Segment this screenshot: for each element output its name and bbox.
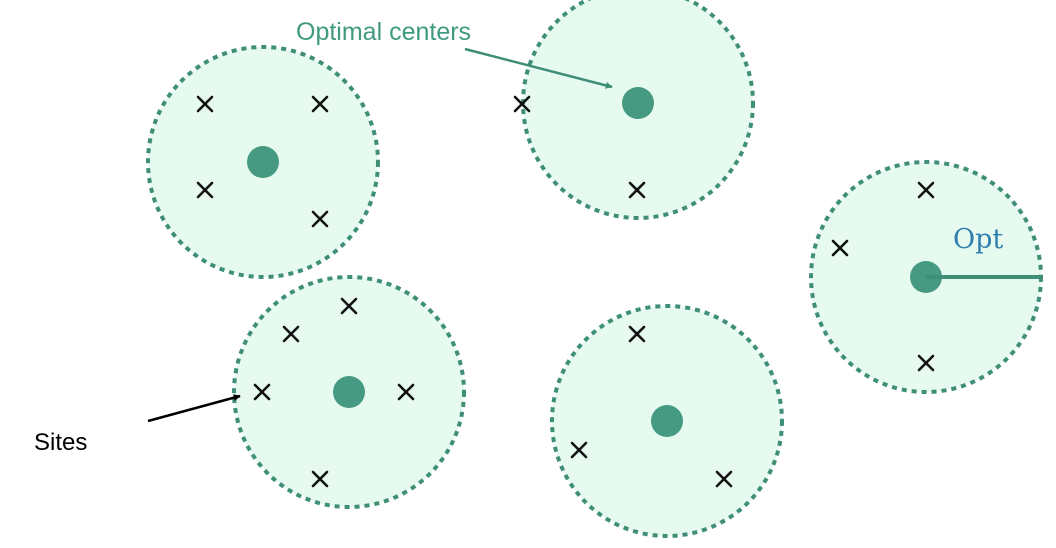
site-x-icon xyxy=(311,210,329,228)
site-x-icon xyxy=(196,95,214,113)
site-x-icon xyxy=(340,297,358,315)
site-x-icon xyxy=(311,470,329,488)
site-x-icon xyxy=(282,325,300,343)
site-x-icon xyxy=(311,95,329,113)
sites-arrow-icon xyxy=(147,394,241,423)
site-x-icon xyxy=(196,181,214,199)
site-x-icon xyxy=(513,95,531,113)
cluster-bottom-middle xyxy=(550,304,784,538)
opt-radius-label: Opt xyxy=(953,224,1003,255)
site-x-icon xyxy=(628,325,646,343)
cluster-bottom-left xyxy=(232,275,466,509)
site-x-icon xyxy=(917,354,935,372)
optimal-center xyxy=(651,405,683,437)
optimal-center xyxy=(333,376,365,408)
cluster-right xyxy=(809,160,1043,394)
cluster-top-middle xyxy=(513,0,755,220)
optimal-center xyxy=(247,146,279,178)
site-x-icon xyxy=(397,383,415,401)
optimal-center xyxy=(622,87,654,119)
site-x-icon xyxy=(570,441,588,459)
site-x-icon xyxy=(628,181,646,199)
sites-label: Sites xyxy=(34,429,87,456)
site-x-icon xyxy=(917,181,935,199)
site-x-icon xyxy=(715,470,733,488)
optimal-centers-arrow-icon xyxy=(464,47,613,89)
site-x-icon xyxy=(831,239,849,257)
optimal-centers-label: Optimal centers xyxy=(296,18,471,46)
site-x-icon xyxy=(253,383,271,401)
cluster-top-left xyxy=(146,45,380,279)
